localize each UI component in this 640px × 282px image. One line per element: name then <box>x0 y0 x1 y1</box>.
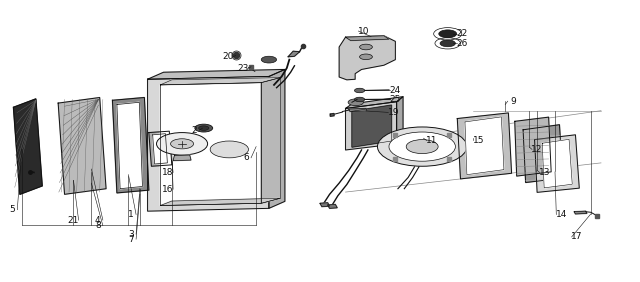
Circle shape <box>171 139 193 149</box>
Polygon shape <box>161 83 261 206</box>
Polygon shape <box>542 139 572 188</box>
Text: 17: 17 <box>571 232 582 241</box>
Text: 16: 16 <box>163 185 174 194</box>
Circle shape <box>360 44 372 50</box>
Circle shape <box>406 140 438 154</box>
Polygon shape <box>161 198 280 206</box>
Polygon shape <box>328 204 337 208</box>
Polygon shape <box>339 36 396 80</box>
Text: 4: 4 <box>95 216 100 225</box>
Polygon shape <box>153 134 168 164</box>
Polygon shape <box>173 155 191 161</box>
Polygon shape <box>148 69 285 79</box>
Circle shape <box>261 56 276 63</box>
Polygon shape <box>320 203 330 207</box>
Text: 22: 22 <box>456 29 467 38</box>
Circle shape <box>355 97 365 102</box>
Circle shape <box>439 30 457 38</box>
Text: 2: 2 <box>191 126 197 135</box>
Circle shape <box>157 133 207 155</box>
Text: 23: 23 <box>237 64 249 73</box>
Text: 3: 3 <box>128 230 134 239</box>
Circle shape <box>195 124 212 132</box>
Polygon shape <box>330 113 334 116</box>
Polygon shape <box>534 135 579 192</box>
Text: 15: 15 <box>472 136 484 145</box>
Polygon shape <box>13 99 42 194</box>
Polygon shape <box>58 98 106 194</box>
Polygon shape <box>458 113 511 179</box>
Polygon shape <box>465 117 504 175</box>
Text: 21: 21 <box>68 216 79 225</box>
Circle shape <box>378 127 467 166</box>
Text: 10: 10 <box>358 27 369 36</box>
Text: 5: 5 <box>10 205 15 214</box>
Polygon shape <box>149 131 172 166</box>
Polygon shape <box>113 98 149 193</box>
Text: 26: 26 <box>456 39 467 48</box>
Polygon shape <box>574 211 587 214</box>
Circle shape <box>360 54 372 60</box>
Polygon shape <box>269 69 285 208</box>
Polygon shape <box>261 78 280 203</box>
Text: 7: 7 <box>128 235 134 244</box>
Circle shape <box>355 88 365 93</box>
Text: 11: 11 <box>426 136 438 145</box>
Polygon shape <box>397 97 403 144</box>
Polygon shape <box>515 117 551 176</box>
Circle shape <box>198 126 209 130</box>
Circle shape <box>210 141 248 158</box>
Circle shape <box>389 132 456 161</box>
Text: 25: 25 <box>390 95 401 104</box>
Text: 18: 18 <box>163 168 174 177</box>
Polygon shape <box>352 105 392 147</box>
Polygon shape <box>148 76 269 211</box>
Text: 12: 12 <box>531 145 543 154</box>
Text: 20: 20 <box>222 52 234 61</box>
Text: 13: 13 <box>539 168 550 177</box>
Polygon shape <box>346 102 397 150</box>
Polygon shape <box>523 125 563 182</box>
Text: 8: 8 <box>95 221 100 230</box>
Polygon shape <box>346 36 389 41</box>
Polygon shape <box>117 102 143 189</box>
Text: 6: 6 <box>243 153 249 162</box>
Polygon shape <box>346 97 403 109</box>
Text: 14: 14 <box>556 210 567 219</box>
Text: 9: 9 <box>510 97 516 106</box>
Text: 19: 19 <box>388 108 399 117</box>
Text: 1: 1 <box>128 210 134 219</box>
Polygon shape <box>161 78 280 85</box>
Circle shape <box>348 99 364 106</box>
Circle shape <box>440 40 456 47</box>
Text: 24: 24 <box>390 86 401 95</box>
Polygon shape <box>349 109 367 112</box>
Polygon shape <box>288 51 300 57</box>
